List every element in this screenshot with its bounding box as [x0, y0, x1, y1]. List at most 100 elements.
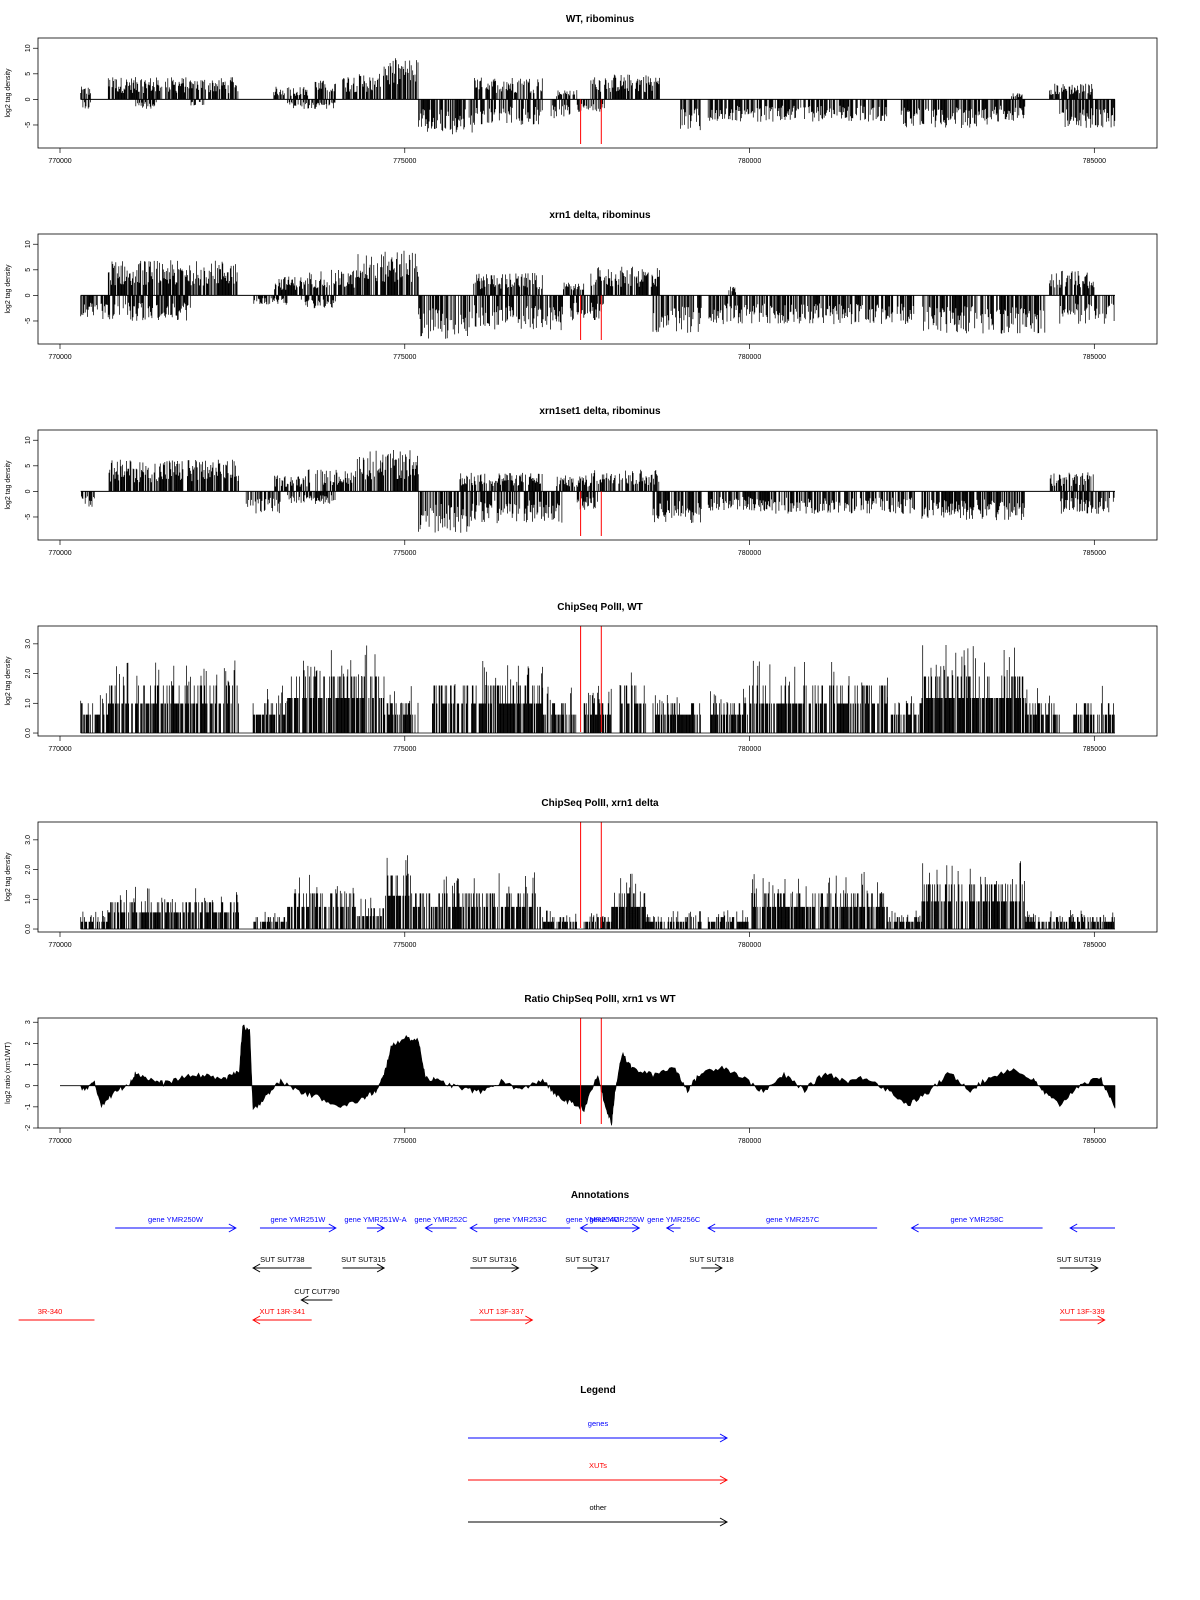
y-tick-label: 5: [25, 464, 32, 468]
x-tick-label: 780000: [738, 942, 761, 949]
y-tick-label: 0: [25, 97, 32, 101]
arrow-right-icon: [590, 1263, 599, 1273]
legend-entry: XUTs: [468, 1461, 729, 1485]
arrow-left-icon: [469, 1223, 478, 1233]
arrow-right-icon: [714, 1263, 723, 1273]
tag-density-bars: [81, 450, 1115, 533]
feature-label: XUT 13F-339: [1060, 1307, 1105, 1316]
annotation-feature: gene YMR255W: [589, 1215, 645, 1233]
feature-label: SUT SUT317: [565, 1255, 609, 1264]
annotation-feature: gene YMR258C: [910, 1215, 1043, 1233]
x-tick-label: 780000: [738, 354, 761, 361]
y-axis-label: log2 tag density: [5, 656, 12, 706]
y-axis-label: log2 tag density: [5, 68, 12, 118]
x-tick-label: 775000: [393, 550, 416, 557]
panel-4: ChipSeq PolII, xrn1 delta log2 tag densit…: [5, 798, 1158, 949]
feature-label: gene YMR251W: [270, 1215, 326, 1224]
feature-label: 3R-340: [38, 1307, 63, 1316]
panel-3: ChipSeq PolII, WT log2 tag density 0.0 1.0 2…: [5, 602, 1158, 753]
panel-title: xrn1 delta, ribominus: [549, 210, 651, 221]
panel-0: WT, ribominus log2 tag density -5 0 5 10 77000…: [5, 14, 1158, 165]
y-tick-label: -5: [25, 122, 32, 128]
y-tick-label: 0.0: [25, 924, 32, 934]
annotation-feature: XUT 13F-337: [470, 1307, 534, 1325]
ratio-profile: [80, 1024, 1116, 1126]
arrow-right-icon: [511, 1263, 520, 1273]
panel-title: Ratio ChipSeq PolII, xrn1 vs WT: [524, 994, 675, 1005]
annotation-feature: gene YMR251W-A: [344, 1215, 407, 1233]
annotation-feature: SUT SUT315: [341, 1255, 386, 1273]
y-tick-label: 0: [25, 293, 32, 297]
y-axis-label: log2 tag density: [5, 264, 12, 314]
annotation-feature: gene YMR257C: [707, 1215, 878, 1233]
annotation-feature: gene YMR250W: [115, 1215, 237, 1233]
arrow-left-icon: [910, 1223, 919, 1233]
panel-title: xrn1set1 delta, ribominus: [539, 406, 661, 417]
tag-density-bars: [80, 58, 1116, 135]
y-tick-label: 10: [25, 44, 32, 52]
arrow-right-icon: [719, 1517, 729, 1527]
y-tick-label: 2.0: [25, 865, 32, 875]
tag-density-bars: [80, 645, 1115, 733]
arrow-left-icon: [579, 1223, 588, 1233]
arrow-right-icon: [525, 1315, 534, 1325]
x-tick-label: 770000: [48, 158, 71, 165]
x-tick-label: 775000: [393, 746, 416, 753]
y-tick-label: 1.0: [25, 698, 32, 708]
annotation-feature: SUT SUT316: [470, 1255, 520, 1273]
y-tick-label: 0: [25, 489, 32, 493]
legend-label: other: [589, 1503, 607, 1512]
annotation-feature: SUT SUT738: [252, 1255, 312, 1273]
feature-label: gene YMR256C: [647, 1215, 701, 1224]
y-tick-label: 5: [25, 72, 32, 76]
annotation-feature: gene YMR251W: [259, 1215, 337, 1233]
x-tick-label: 770000: [48, 942, 71, 949]
feature-label: CUT CUT790: [294, 1287, 339, 1296]
y-axis-label: log2 tag density: [5, 852, 12, 902]
arrow-right-icon: [1097, 1315, 1106, 1325]
track-panels: WT, ribominus log2 tag density -5 0 5 10 77000…: [5, 14, 1158, 1145]
panel-frame: [37, 37, 1158, 149]
x-tick-label: 780000: [738, 1138, 761, 1145]
y-tick-label: 0.0: [25, 728, 32, 738]
legend-entry: genes: [468, 1419, 729, 1443]
panel-title: WT, ribominus: [566, 14, 635, 25]
annotation-feature: gene YMR256C: [647, 1215, 701, 1233]
y-tick-label: 2.0: [25, 669, 32, 679]
y-tick-label: 5: [25, 268, 32, 272]
x-tick-label: 775000: [393, 942, 416, 949]
x-tick-label: 785000: [1083, 746, 1106, 753]
panel-title: ChipSeq PolII, WT: [557, 602, 643, 613]
feature-label: XUT 13R-341: [260, 1307, 306, 1316]
panel-data: [80, 250, 1115, 339]
y-tick-label: -5: [25, 514, 32, 520]
x-tick-label: 785000: [1083, 550, 1106, 557]
panel-data: [60, 1024, 1116, 1126]
legend-title: Legend: [580, 1385, 616, 1396]
annotation-feature: gene YMR253C: [469, 1215, 571, 1233]
y-tick-label: -2: [25, 1125, 32, 1131]
panel-frame: [37, 625, 1158, 737]
x-tick-label: 775000: [393, 158, 416, 165]
arrow-right-icon: [1090, 1263, 1099, 1273]
tag-density-bars: [80, 855, 1115, 929]
x-tick-label: 785000: [1083, 354, 1106, 361]
panel-title: ChipSeq PolII, xrn1 delta: [541, 798, 659, 809]
legend-label: genes: [588, 1419, 609, 1428]
panel-data: [80, 645, 1115, 734]
panel-data: [80, 58, 1116, 135]
arrow-right-icon: [328, 1223, 337, 1233]
legend-entry: other: [468, 1503, 729, 1527]
panel-data: [80, 450, 1115, 533]
panel-frame: [37, 429, 1158, 541]
y-tick-label: -5: [25, 318, 32, 324]
arrow-left-icon: [707, 1223, 716, 1233]
arrow-left-icon: [300, 1295, 309, 1305]
panel-data: [80, 855, 1115, 930]
x-tick-label: 785000: [1083, 942, 1106, 949]
feature-label: gene YMR252C: [414, 1215, 468, 1224]
x-tick-label: 770000: [48, 746, 71, 753]
legend-panel: Legend genes XUTs other: [468, 1385, 729, 1527]
feature-label: gene YMR253C: [494, 1215, 548, 1224]
